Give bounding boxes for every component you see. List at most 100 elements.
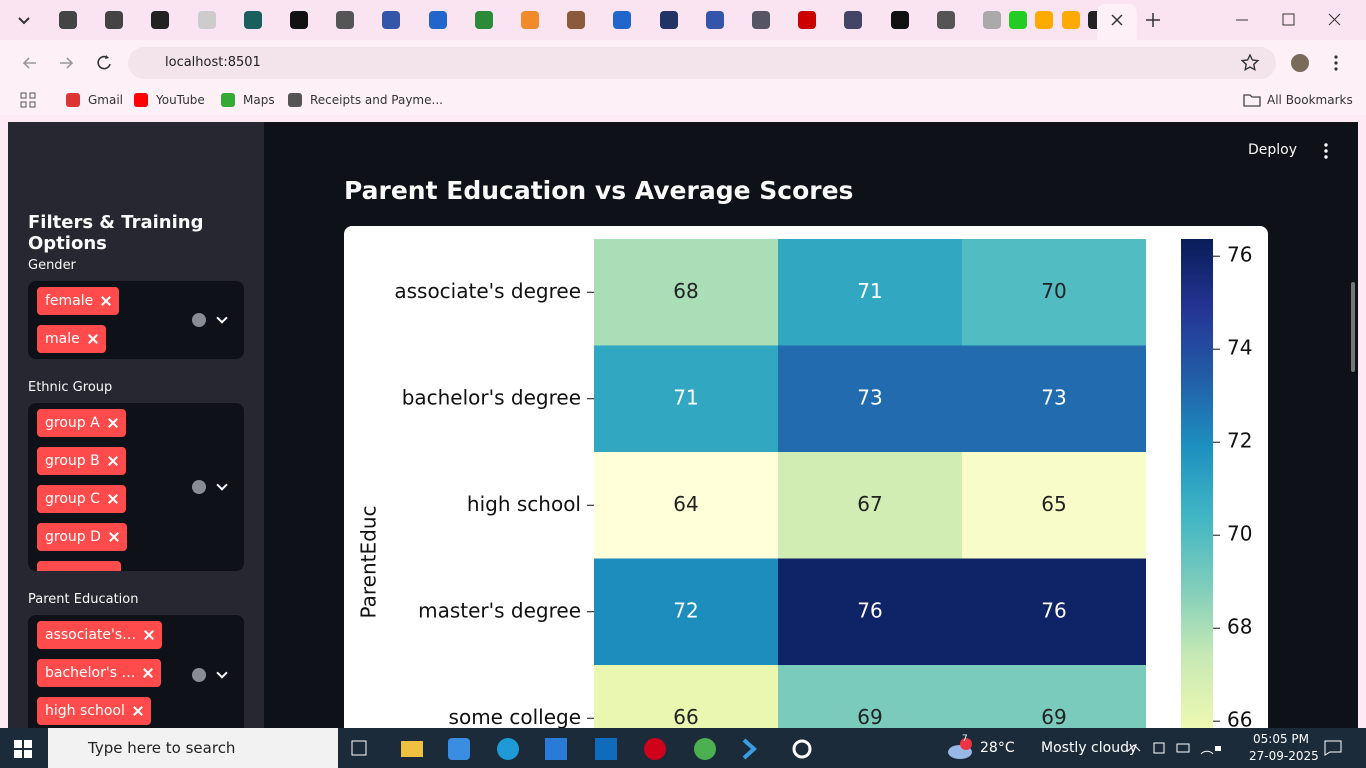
bookmark[interactable]: Maps — [243, 93, 275, 107]
tag-label: group B — [45, 453, 100, 469]
tab-icon[interactable] — [613, 11, 632, 29]
notifications[interactable] — [1324, 740, 1342, 756]
multiselect[interactable]: group A group B group C group D — [28, 403, 244, 571]
tag[interactable]: group C — [37, 485, 126, 513]
tab-icon[interactable] — [890, 11, 909, 29]
taskbar-apps[interactable] — [346, 736, 826, 762]
taskbar: Type here to search 7 28°C Mostly cloudy… — [0, 728, 1366, 768]
tab-icon[interactable] — [59, 11, 77, 29]
tab-icon[interactable] — [798, 11, 817, 29]
tag-remove[interactable] — [108, 456, 118, 466]
tag[interactable]: associate's… — [37, 621, 163, 649]
colorbar-tick-label: 74 — [1227, 336, 1252, 360]
tab-icon[interactable] — [983, 11, 1001, 29]
window-controls[interactable] — [1236, 12, 1356, 28]
folder-icon — [1243, 94, 1261, 107]
bookmark[interactable]: Receipts and Payme... — [310, 93, 443, 107]
weather-icon — [948, 738, 972, 759]
bookmark[interactable]: YouTube — [156, 93, 205, 107]
tab-icon[interactable] — [659, 11, 678, 29]
tag[interactable]: male — [37, 325, 106, 353]
tab-icon[interactable] — [567, 11, 586, 29]
tag-remove[interactable] — [108, 494, 118, 504]
tag-label: group D — [45, 529, 101, 545]
tag[interactable]: bachelor's … — [37, 659, 162, 687]
main-menu[interactable] — [1323, 143, 1329, 159]
weather: Mostly cloudy — [1041, 740, 1138, 756]
tag[interactable]: group D — [37, 523, 127, 551]
heatmap-cell — [778, 452, 962, 559]
new-tab[interactable] — [1145, 12, 1161, 28]
tab-icon[interactable] — [936, 11, 955, 29]
bookmark[interactable]: Gmail — [88, 93, 124, 107]
tag[interactable]: high school — [37, 697, 151, 725]
cell-label: 66 — [673, 705, 698, 728]
tab-icon[interactable] — [197, 11, 216, 29]
close-tab[interactable] — [1110, 13, 1124, 27]
tab-icon[interactable] — [1009, 11, 1028, 29]
clear-button[interactable] — [192, 313, 206, 327]
tab-icon[interactable] — [243, 11, 262, 29]
tag-remove[interactable] — [101, 296, 111, 306]
heatmap-cell — [778, 558, 962, 665]
scrollbar[interactable] — [1351, 282, 1355, 372]
colorbar — [1181, 239, 1213, 728]
bookmark-icon — [288, 93, 302, 107]
tab-icon[interactable] — [521, 11, 539, 29]
clear-button[interactable] — [192, 668, 206, 682]
deploy-button[interactable]: Deploy — [1248, 142, 1298, 158]
tab-search[interactable] — [16, 12, 32, 28]
tab-icon[interactable] — [1035, 11, 1054, 29]
start-button[interactable] — [14, 740, 32, 758]
tab-icon[interactable] — [752, 11, 770, 29]
tag-remove[interactable] — [143, 668, 153, 678]
streamlit-app: Filters & Training Options Gender female m… — [8, 122, 1358, 728]
tray-icons[interactable] — [1127, 740, 1222, 756]
heatmap-cell — [962, 558, 1146, 665]
dropdown-arrow[interactable] — [216, 479, 228, 491]
tag-remove[interactable] — [133, 706, 143, 716]
dropdown-arrow[interactable] — [216, 312, 228, 324]
tab-icon[interactable] — [290, 11, 308, 29]
apps-icon[interactable] — [20, 92, 36, 108]
tag[interactable]: female — [37, 287, 120, 315]
tag-remove[interactable] — [88, 334, 98, 344]
tag-remove[interactable] — [144, 630, 154, 640]
all-bookmarks[interactable]: All Bookmarks — [1267, 93, 1353, 107]
tag-remove[interactable] — [109, 532, 119, 542]
search-box[interactable]: Type here to search — [48, 728, 338, 768]
heatmap: associate's degree 68 71 70 bachelor's degre… — [357, 239, 1252, 728]
row-label: high school — [467, 492, 581, 516]
clear-button[interactable] — [192, 480, 206, 494]
tab-icon[interactable] — [382, 11, 401, 29]
tag-label: high school — [45, 703, 125, 719]
address-bar[interactable]: localhost:8501 — [128, 47, 1276, 79]
tab-icon[interactable] — [705, 11, 724, 29]
tab-icon[interactable] — [336, 11, 355, 29]
row-label: some college — [449, 705, 581, 728]
tab-icon[interactable] — [1061, 11, 1080, 29]
tag[interactable]: group B — [37, 447, 126, 475]
active-tab[interactable] — [1097, 4, 1137, 40]
toolbar-icons[interactable] — [1241, 54, 1346, 72]
colorbar-tick-label: 70 — [1227, 522, 1252, 546]
sidebar: Filters & Training Options Gender female m… — [8, 122, 264, 728]
heatmap-cell — [778, 665, 962, 728]
tab-icon[interactable] — [844, 11, 863, 29]
heatmap-cell — [594, 239, 778, 346]
cell-label: 76 — [1041, 598, 1066, 622]
cell-label: 73 — [1041, 385, 1066, 409]
cell-label: 64 — [673, 492, 698, 516]
tag[interactable]: group A — [37, 409, 126, 437]
tab-icon[interactable] — [428, 11, 447, 29]
tab-icon[interactable] — [474, 11, 493, 29]
multiselect[interactable]: female male — [28, 281, 244, 359]
tab-icon[interactable] — [151, 11, 170, 29]
tag-label: group C — [45, 491, 100, 507]
nav-buttons[interactable] — [20, 53, 120, 73]
multiselect[interactable]: associate's… bachelor's … high school — [28, 615, 244, 728]
tag-remove[interactable] — [108, 418, 118, 428]
tab-icon[interactable] — [105, 11, 124, 29]
dropdown-arrow[interactable] — [216, 667, 228, 679]
